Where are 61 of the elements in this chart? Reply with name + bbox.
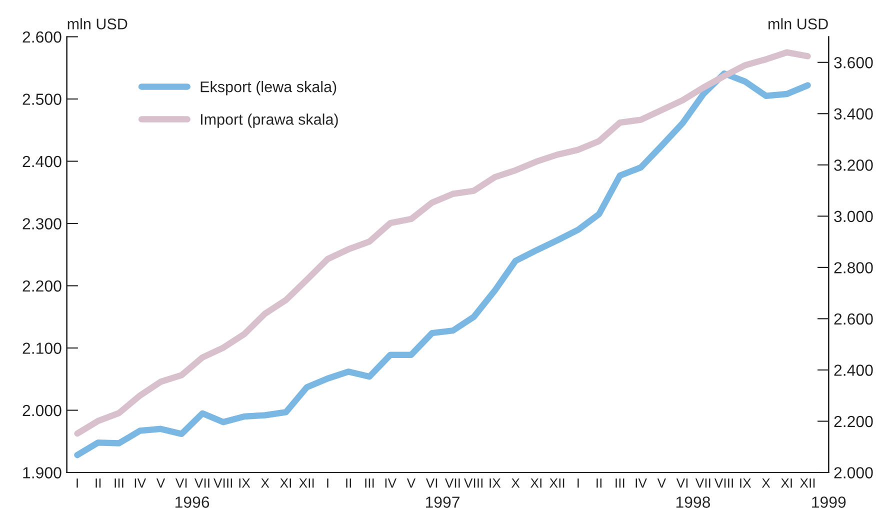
x-tick-label: X (261, 478, 270, 488)
y2-tick-label: 2.200 (834, 416, 873, 428)
x-tick-label: V (406, 478, 416, 488)
text: 1999 (812, 496, 846, 508)
y2-tick-label: 3.400 (834, 108, 873, 120)
y2-tick-label: 2.600 (834, 313, 873, 325)
y-tick-label: 2.400 (22, 156, 62, 168)
x-tick-label: II (96, 478, 101, 488)
x-tick-label: X (511, 478, 520, 488)
y-tick-label: 2.500 (22, 94, 62, 105)
y2-tick-label: 2.800 (834, 262, 873, 274)
x-tick-label: I (76, 478, 78, 488)
y2-tick-label: 3.200 (834, 160, 873, 171)
y2-axis-title: mln USD (768, 18, 828, 30)
x-tick-label: III (365, 478, 374, 488)
x-tick-label: III (114, 478, 124, 488)
y2-tick-label: 2.400 (834, 364, 873, 376)
x-tick-label: I (578, 478, 579, 488)
x-tick-label: VII (444, 478, 460, 488)
x-tick-label: IX (239, 478, 250, 488)
x-tick-label: XII (550, 478, 564, 488)
text: 1996 (176, 496, 210, 508)
y-tick-label: 2.100 (22, 342, 62, 354)
x-tick-label: V (657, 478, 666, 488)
x-tick-label: IX (490, 478, 501, 488)
y-tick-label: 1.900 (23, 467, 62, 478)
y-tick-label: 2.300 (22, 218, 62, 230)
y2-tick-label: 2.000 (834, 467, 873, 478)
x-tick-label: II (596, 478, 602, 488)
text: 1997 (426, 496, 460, 508)
x-tick-label: VI (426, 478, 438, 488)
y-tick-label: 2.600 (22, 31, 62, 43)
x-tick-label: X (762, 478, 770, 488)
x-tick-label: III (616, 478, 624, 488)
x-tick-label: VI (175, 478, 187, 488)
x-tick-label: IV (385, 478, 397, 488)
y-tick-label: 2.200 (22, 280, 62, 292)
x-tick-label: VIII (464, 478, 482, 488)
y-axis-title: mln USD (68, 18, 128, 30)
x-tick-label: I (327, 478, 328, 488)
x-tick-label: XI (780, 478, 792, 488)
x-tick-label: IV (636, 478, 647, 488)
legend-label: Import (prawa skala) (200, 114, 338, 128)
x-tick-label: VIII (214, 478, 232, 488)
legend-label: Eksport (lewa skala) (200, 81, 336, 96)
x-tick-label: XII (299, 478, 314, 488)
x-tick-label: VI (676, 478, 688, 488)
x-tick-label: VII (695, 478, 710, 488)
text: 1998 (676, 496, 710, 508)
x-tick-label: XI (530, 478, 542, 488)
x-tick-label: VII (194, 478, 210, 488)
y2-tick-label: 3.600 (834, 57, 873, 68)
x-tick-label: IV (134, 478, 146, 488)
x-tick-label: XII (800, 478, 815, 488)
x-tick-label: XI (280, 478, 291, 488)
y2-tick-label: 3.000 (834, 210, 873, 222)
y-tick-label: 2.000 (22, 404, 62, 416)
x-tick-label: V (156, 478, 166, 488)
x-tick-label: IX (740, 478, 752, 488)
x-tick-label: II (346, 478, 352, 488)
x-tick-label: VIII (714, 478, 733, 488)
